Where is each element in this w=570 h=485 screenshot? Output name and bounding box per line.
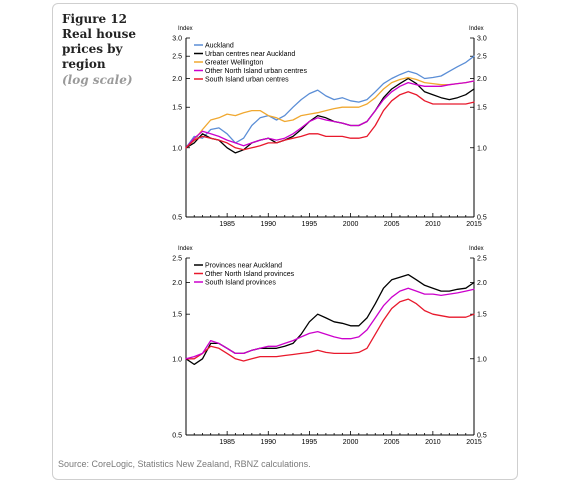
chart1-x-tick-label: 1985	[219, 221, 235, 228]
chart1-series-line-1	[185, 55, 475, 149]
chart2-y-tick-label-right: 2.5	[477, 256, 487, 263]
chart1-legend-label-2: Urban centres near Auckland	[205, 51, 295, 58]
chart1-legend-label-5: South Island urban centres	[205, 77, 289, 84]
chart1-y-tick-label-right: 3.0	[477, 36, 487, 43]
chart1-y-unit-left: Index	[178, 26, 193, 32]
chart2-y-unit-right: Index	[469, 246, 484, 252]
chart2-y-tick-label-right: 1.5	[477, 312, 487, 319]
chart2-y-tick-label-left: 0.5	[172, 433, 182, 440]
chart2-y-tick-label-right: 1.0	[477, 356, 487, 363]
chart2-x-tick-label: 2005	[384, 439, 400, 446]
chart1-y-tick-label-right: 1.0	[477, 145, 487, 152]
chart1-y-tick-label-left: 2.0	[172, 76, 182, 83]
chart1-x-tick-label: 1995	[302, 221, 318, 228]
chart2-legend-label-3: South Island provinces	[205, 280, 276, 287]
chart1-y-tick-label-left: 0.5	[172, 215, 182, 222]
chart1-legend-label-3: Greater Wellington	[205, 60, 263, 67]
figure-subtitle: (log scale)	[62, 73, 133, 87]
chart1-x-tick-label: 2015	[466, 221, 482, 228]
chart1-legend-label-1: Auckland	[205, 43, 234, 50]
chart2-x-tick-label: 2010	[425, 439, 441, 446]
chart2-series-line-3	[185, 287, 475, 360]
chart1-y-tick-label-left: 1.5	[172, 105, 182, 112]
chart2-y-tick-label-right: 0.5	[477, 433, 487, 440]
chart1-y-unit-right: Index	[469, 26, 484, 32]
chart1-series-line-2	[185, 77, 475, 154]
chart1-series-line-3	[185, 76, 475, 149]
chart1-series-line-4	[185, 80, 475, 149]
chart2-x-tick-label: 2015	[466, 439, 482, 446]
chart1-x-tick-label: 2005	[384, 221, 400, 228]
chart1-y-tick-label-right: 1.5	[477, 105, 487, 112]
chart1-y-tick-label-right: 0.5	[477, 215, 487, 222]
chart2-x-tick-label: 2000	[343, 439, 359, 446]
chart1-y-tick-label-right: 2.5	[477, 54, 487, 61]
chart1-legend-label-4: Other North Island urban centres	[205, 68, 307, 75]
chart2-x-tick-label: 1990	[260, 439, 276, 446]
chart1-y-tick-label-left: 3.0	[172, 36, 182, 43]
chart2-y-tick-label-left: 2.0	[172, 280, 182, 287]
figure-title: Figure 12 Real house prices by region	[62, 12, 136, 71]
figure-frame	[52, 3, 518, 480]
chart2-y-unit-left: Index	[178, 246, 193, 252]
chart2-legend-label-1: Provinces near Auckland	[205, 263, 282, 270]
chart1-y-tick-label-right: 2.0	[477, 76, 487, 83]
chart1-x-tick-label: 1990	[260, 221, 276, 228]
chart2-y-tick-label-left: 1.0	[172, 356, 182, 363]
chart1-series-line-5	[185, 91, 475, 151]
chart1-y-tick-label-left: 2.5	[172, 54, 182, 61]
chart2-y-tick-label-right: 2.0	[477, 280, 487, 287]
chart2-x-tick-label: 1995	[302, 439, 318, 446]
chart1-x-tick-label: 2000	[343, 221, 359, 228]
chart1-x-tick-label: 2010	[425, 221, 441, 228]
chart1-y-tick-label-left: 1.0	[172, 145, 182, 152]
chart2-x-tick-label: 1985	[219, 439, 235, 446]
chart2-y-tick-label-left: 1.5	[172, 312, 182, 319]
source-note: Source: CoreLogic, Statistics New Zealan…	[58, 459, 311, 469]
chart2-legend-label-2: Other North Island provinces	[205, 271, 295, 278]
chart2-series-line-1	[185, 273, 475, 366]
chart2-y-tick-label-left: 2.5	[172, 256, 182, 263]
chart2-series-line-2	[185, 298, 475, 362]
